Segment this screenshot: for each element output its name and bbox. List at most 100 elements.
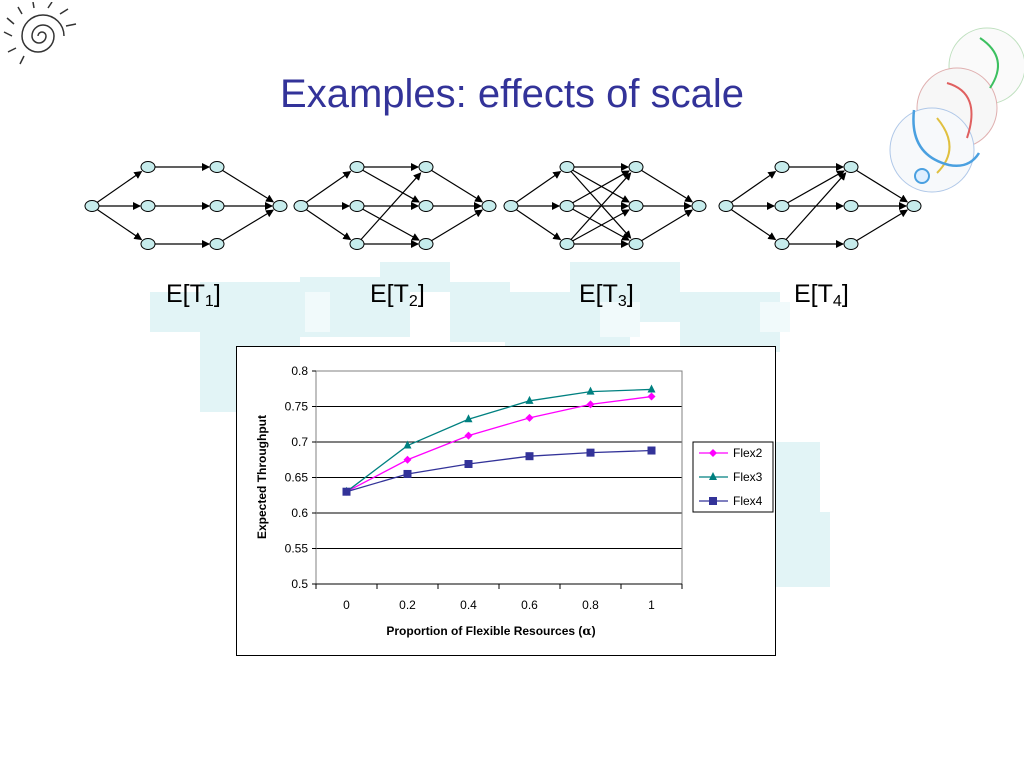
network-4-edge <box>725 205 777 241</box>
network-1-edge <box>216 209 275 245</box>
data-point-flex4 <box>525 452 534 461</box>
data-point-flex2 <box>464 431 473 440</box>
network-3-edge <box>566 170 630 207</box>
series-line-flex3 <box>346 388 652 493</box>
network-2-node <box>481 200 497 212</box>
network-label-3: E[T3] <box>579 280 634 310</box>
network-2-edge <box>356 205 420 241</box>
network-3-node <box>628 238 644 250</box>
y-tick-label: 0.75 <box>285 400 309 414</box>
data-point-flex3 <box>403 440 412 449</box>
data-point-flex3 <box>464 414 473 423</box>
network-2-node <box>418 238 434 250</box>
x-tick-label: 0.4 <box>460 598 477 612</box>
x-tick-label: 0.6 <box>521 598 538 612</box>
y-tick-label: 0.7 <box>291 435 308 449</box>
network-3-node <box>691 200 707 212</box>
network-1-node <box>140 161 156 173</box>
data-point-flex4 <box>647 446 656 455</box>
network-4-edge <box>781 172 847 245</box>
network-3-edge <box>566 205 630 241</box>
data-point-flex3 <box>586 386 595 395</box>
network-2-edge <box>356 166 420 203</box>
network-3-node <box>503 200 519 212</box>
network-1-node <box>140 200 156 212</box>
network-2-node <box>349 238 365 250</box>
network-1-node <box>209 161 225 173</box>
network-3-edge <box>635 166 694 203</box>
y-tick-label: 0.8 <box>291 364 308 378</box>
x-tick-label: 0.2 <box>399 598 416 612</box>
network-4-node <box>843 200 859 212</box>
x-axis-label: Proportion of Flexible Resources (α) <box>386 624 595 638</box>
network-4-node <box>843 238 859 250</box>
data-point-flex4 <box>403 469 412 478</box>
network-3-edge <box>510 171 562 207</box>
legend-marker-flex4 <box>709 497 717 505</box>
data-point-flex2 <box>586 400 595 409</box>
legend-label-flex2: Flex2 <box>733 446 763 460</box>
network-2-node <box>349 200 365 212</box>
network-4-edge <box>850 209 909 245</box>
network-4-edge <box>725 171 777 207</box>
network-4-node <box>718 200 734 212</box>
network-2-edge <box>300 171 352 207</box>
network-3-node <box>628 200 644 212</box>
network-2-node <box>293 200 309 212</box>
network-1-node <box>272 200 288 212</box>
network-2-edge <box>425 166 484 203</box>
network-3-edge <box>566 166 630 203</box>
network-1-node <box>209 200 225 212</box>
network-3-node <box>628 161 644 173</box>
network-4-node <box>774 200 790 212</box>
network-2-node <box>418 200 434 212</box>
network-diagrams <box>84 161 922 250</box>
data-point-flex3 <box>647 384 656 393</box>
network-1-node <box>140 238 156 250</box>
network-4-node <box>774 161 790 173</box>
network-2-edge <box>300 205 352 241</box>
network-1-node <box>84 200 100 212</box>
legend-label-flex4: Flex4 <box>733 494 763 508</box>
network-4-edge <box>781 170 845 207</box>
network-3-edge <box>566 166 632 239</box>
network-3-node <box>559 238 575 250</box>
y-axis-label: Expected Throughput <box>255 415 269 539</box>
network-2-node <box>418 161 434 173</box>
network-2-edge <box>425 209 484 245</box>
y-tick-label: 0.5 <box>291 577 308 591</box>
network-label-4: E[T4] <box>794 280 849 310</box>
x-tick-label: 0.8 <box>582 598 599 612</box>
data-point-flex4 <box>586 448 595 457</box>
data-point-flex2 <box>647 392 656 401</box>
network-label-1: E[T1] <box>166 280 221 310</box>
network-2-edge <box>356 172 422 245</box>
legend-marker-flex3 <box>709 472 717 480</box>
y-tick-label: 0.6 <box>291 506 308 520</box>
x-tick-label: 1 <box>648 598 655 612</box>
network-3-edge <box>635 209 694 245</box>
network-label-2: E[T2] <box>370 280 425 310</box>
network-2-node <box>349 161 365 173</box>
slide-title: Examples: effects of scale <box>280 72 744 116</box>
series-line-flex2 <box>346 395 652 493</box>
legend-marker-flex2 <box>709 449 717 457</box>
throughput-chart: 0.5 0.55 0.6 0.65 0.7 0.75 0.8 0 0.2 0.4 0.6 0.8 1 E… <box>255 364 774 638</box>
data-point-flex4 <box>342 487 351 496</box>
network-4-node <box>906 200 922 212</box>
legend-label-flex3: Flex3 <box>733 470 763 484</box>
alpha-symbol: α <box>582 624 591 638</box>
data-point-flex4 <box>464 460 473 469</box>
y-tick-label: 0.65 <box>285 471 309 485</box>
data-point-flex2 <box>525 413 534 422</box>
network-3-edge <box>566 209 630 245</box>
network-4-node <box>843 161 859 173</box>
network-4-node <box>774 238 790 250</box>
x-tick-label: 0 <box>343 598 350 612</box>
chart-frame <box>236 346 776 656</box>
data-point-flex3 <box>525 395 534 404</box>
network-1-node <box>209 238 225 250</box>
series-line-flex4 <box>346 449 652 493</box>
network-3-edge <box>510 205 562 241</box>
overlapping-circles-decoration-icon <box>889 27 1024 193</box>
